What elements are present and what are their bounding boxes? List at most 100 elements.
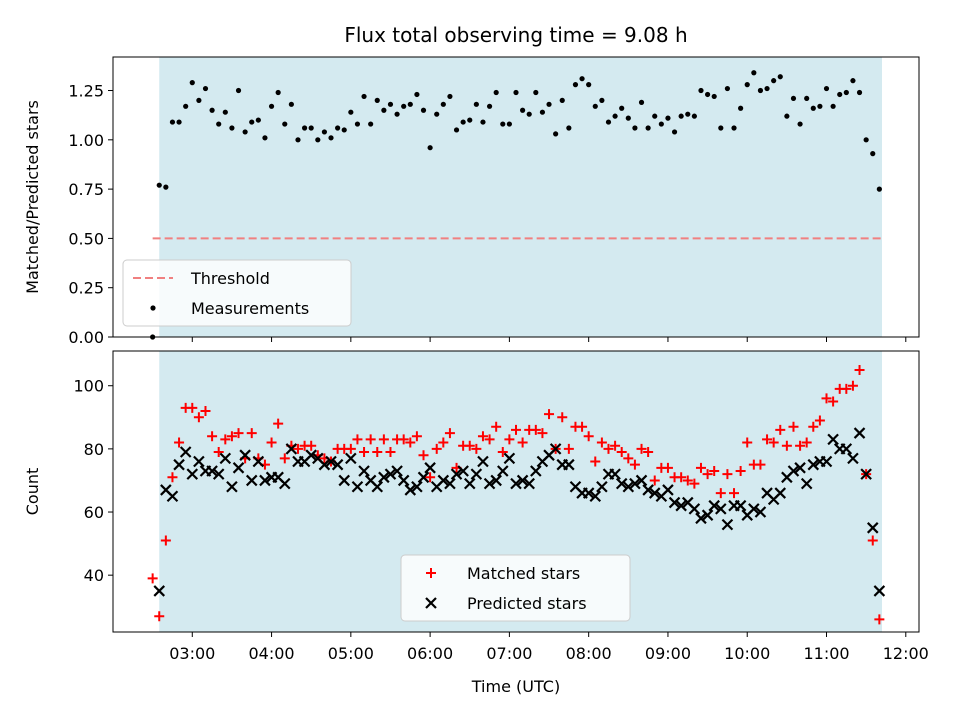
measurement-point — [790, 95, 797, 102]
measurement-point — [777, 74, 783, 80]
predicted-star-point — [642, 484, 654, 496]
measurement-point — [202, 85, 209, 92]
measurement-point — [863, 137, 869, 143]
matched-star-point — [477, 431, 488, 442]
predicted-star-point — [490, 474, 502, 487]
predicted-star-point — [503, 452, 516, 465]
predicted-star-point — [563, 458, 575, 471]
matched-star-point — [629, 459, 640, 470]
y-tick-label: 40 — [84, 566, 104, 585]
y-tick-label: 100 — [73, 377, 104, 396]
measurement-point — [407, 101, 413, 107]
measurement-point — [288, 101, 294, 107]
matched-star-point — [709, 465, 720, 476]
matched-star-point — [828, 396, 839, 407]
measurement-point — [335, 125, 341, 131]
measurement-point — [315, 137, 321, 143]
measurement-point — [876, 186, 882, 192]
predicted-star-point — [516, 474, 529, 487]
matched-star-point — [411, 431, 422, 442]
measurement-point — [572, 82, 579, 88]
matched-star-point — [471, 443, 482, 454]
matched-star-point — [596, 437, 607, 448]
measurement-point — [665, 115, 671, 121]
matched-star-point — [676, 472, 687, 483]
predicted-star-point — [173, 458, 185, 471]
predicted-star-point — [483, 477, 496, 490]
matched-star-point — [187, 402, 198, 413]
measurement-point — [625, 115, 631, 121]
measurement-point — [235, 87, 242, 94]
measurement-point — [546, 101, 552, 107]
matched-star-point — [292, 443, 303, 454]
measurement-point — [493, 89, 499, 96]
matched-star-point — [306, 440, 317, 451]
legend-box — [400, 554, 631, 622]
predicted-star-point — [404, 484, 417, 496]
predicted-star-point — [391, 465, 403, 477]
x-tick-label: 04:00 — [249, 644, 295, 663]
measurement-point — [295, 137, 301, 143]
predicted-star-point — [351, 480, 364, 493]
matched-star-point — [398, 434, 409, 445]
predicted-star-point — [318, 458, 331, 471]
predicted-star-point — [774, 487, 787, 499]
predicted-star-point — [305, 449, 317, 461]
predicted-star-point — [827, 433, 839, 446]
measurement-point — [467, 117, 473, 123]
measurement-point — [671, 129, 678, 135]
measurement-point — [837, 91, 843, 98]
measurement-point — [823, 85, 830, 92]
measurement-point — [308, 125, 314, 131]
matched-star-point — [610, 440, 621, 451]
predicted-star-point — [807, 458, 820, 471]
predicted-star-point — [450, 468, 463, 480]
measurement-point — [189, 80, 195, 86]
measurement-point — [249, 119, 255, 125]
legend-matched-swatch — [426, 568, 436, 578]
matched-star-point — [735, 465, 746, 476]
measurement-point — [724, 85, 731, 92]
predicted-star-point — [635, 474, 648, 487]
measurement-point — [163, 184, 169, 190]
predicted-star-point — [648, 487, 661, 499]
measurement-point — [804, 95, 810, 102]
predicted-star-point — [840, 443, 853, 455]
matched-star-point — [537, 428, 548, 439]
measurement-point — [533, 89, 539, 96]
measurement-point — [856, 89, 863, 96]
y-tick-label: 1.00 — [68, 131, 104, 150]
measurement-point — [222, 109, 228, 115]
matched-star-point — [352, 434, 363, 445]
matched-star-point — [213, 447, 224, 458]
predicted-star-point — [662, 484, 674, 496]
predicted-star-point — [589, 490, 602, 503]
measurement-point — [460, 119, 466, 125]
predicted-star-point — [193, 455, 205, 468]
predicted-star-point — [437, 474, 450, 487]
predicted-star-point — [853, 427, 866, 439]
matched-star-point — [167, 472, 178, 483]
predicted-star-point — [715, 503, 727, 515]
measurement-point — [506, 121, 512, 127]
measurement-point — [381, 107, 387, 113]
matched-star-point — [160, 535, 171, 546]
matched-star-point — [563, 443, 574, 454]
measurement-point — [566, 125, 572, 131]
measurement-point — [764, 85, 770, 92]
predicted-star-point — [622, 480, 635, 493]
matched-star-point — [795, 440, 806, 451]
matched-star-point — [583, 431, 594, 442]
predicted-star-point — [708, 499, 720, 512]
predicted-star-point — [470, 468, 483, 480]
predicted-star-point — [787, 465, 800, 477]
matched-star-point — [603, 443, 614, 454]
measurement-point — [321, 129, 328, 135]
predicted-star-point — [325, 455, 337, 468]
y-tick-label: 60 — [84, 503, 104, 522]
measurement-point — [156, 182, 162, 188]
x-tick-label: 08:00 — [566, 644, 612, 663]
predicted-star-point — [411, 480, 423, 493]
measurement-point — [420, 107, 427, 113]
